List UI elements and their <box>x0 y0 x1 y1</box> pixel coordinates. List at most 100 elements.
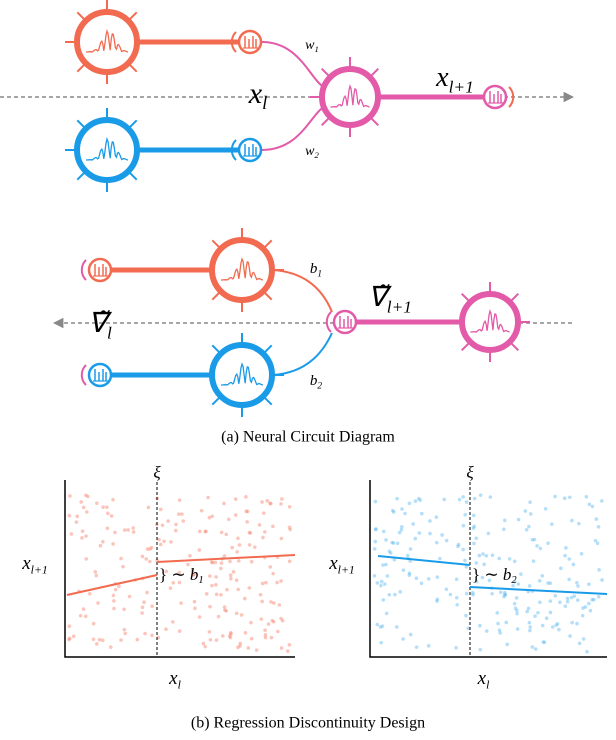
scatter-point <box>94 574 98 578</box>
scatter-point <box>235 550 239 554</box>
scatter-point <box>383 582 387 586</box>
scatter-point <box>408 571 412 575</box>
scatter-point <box>219 593 223 597</box>
scatter-point <box>214 575 218 579</box>
scatter-point <box>264 581 268 585</box>
scatter-point <box>288 643 292 647</box>
scatter-point <box>246 646 250 650</box>
scatter-point <box>597 525 601 529</box>
y-axis-label-sub: l+1 <box>31 563 48 576</box>
scatter-point <box>159 508 163 512</box>
scatter-point <box>288 560 292 564</box>
scatter-point <box>206 496 210 500</box>
scatter-point <box>386 574 390 578</box>
neuron <box>77 12 137 72</box>
scatter-point <box>514 607 518 611</box>
scatter-point <box>171 620 175 624</box>
scatter-point <box>418 531 422 535</box>
scatter-point <box>259 593 263 597</box>
scatter-point <box>585 495 589 499</box>
scatter-point <box>101 540 105 544</box>
scatter-point <box>244 495 248 499</box>
scatter-point <box>112 599 116 603</box>
scatter-point <box>406 554 410 558</box>
scatter-point <box>159 543 163 547</box>
effect-label: } ∼ b2 <box>472 565 517 587</box>
scatter-point <box>221 634 225 638</box>
scatter-point <box>288 505 292 509</box>
scatter-point <box>588 502 592 506</box>
scatter-point <box>112 594 116 598</box>
scatter-point <box>235 612 239 616</box>
scatter-point <box>449 593 453 597</box>
scatter-point <box>400 528 404 532</box>
scatter-point <box>215 638 219 642</box>
effect-label-base: b <box>190 565 199 584</box>
scatter-point <box>270 619 274 623</box>
scatter-point <box>248 531 252 535</box>
scatter-point <box>513 602 517 606</box>
scatter-point <box>485 554 489 558</box>
scatter-point <box>517 518 521 522</box>
scatter-point <box>88 592 92 596</box>
scatter-point <box>140 611 144 615</box>
effect-label-base: b <box>503 565 512 584</box>
scatter-point <box>145 591 149 595</box>
scatter-point <box>198 615 202 619</box>
scatter-point <box>79 500 83 504</box>
scatter-point <box>563 554 567 558</box>
caption-a: (a) Neural Circuit Diagram <box>221 429 395 446</box>
y-axis-label: xl+1 <box>328 553 355 576</box>
scatter-point <box>250 637 254 641</box>
scatter-point <box>438 557 442 561</box>
scatter-point <box>587 582 591 586</box>
scatter-point <box>497 557 501 561</box>
scatter-point <box>531 645 535 649</box>
scatter-point <box>519 572 523 576</box>
scatter-point <box>458 498 462 502</box>
scatter-point <box>245 520 249 524</box>
scatter-point <box>286 649 290 653</box>
scatter-point <box>411 522 415 526</box>
scatter-point <box>463 559 467 563</box>
scatter-point <box>123 632 127 636</box>
scatter-point <box>532 559 536 563</box>
scatter-point <box>513 560 517 564</box>
scatter-point <box>268 565 272 569</box>
scatter-point <box>203 645 207 649</box>
scatter-point <box>538 579 542 583</box>
scatter-point <box>110 514 114 518</box>
activation-label-sub: l+1 <box>449 77 474 96</box>
scatter-point <box>515 612 519 616</box>
scatter-point <box>166 519 170 523</box>
scatter-point <box>436 597 440 601</box>
scatter-point <box>260 600 264 604</box>
scatter-point <box>596 542 600 546</box>
scatter-point <box>415 645 419 649</box>
scatter-point <box>461 548 465 552</box>
scatter-point <box>232 570 236 574</box>
scatter-point <box>112 607 116 611</box>
scatter-point <box>589 609 593 613</box>
fit-line <box>67 575 157 595</box>
effect-label: } ∼ b1 <box>159 565 204 587</box>
scatter-point <box>219 567 223 571</box>
scatter-point <box>528 500 532 504</box>
scatter-point <box>96 601 100 605</box>
scatter-point <box>384 563 388 567</box>
scatter-point <box>208 574 212 578</box>
scatter-point <box>157 538 161 542</box>
activation-label: xl <box>248 77 268 114</box>
scatter-point <box>428 532 432 536</box>
scatter-point <box>529 512 533 516</box>
scatter-point <box>193 607 197 611</box>
scatter-point <box>568 495 572 499</box>
scatter-point <box>84 534 88 538</box>
scatter-point <box>228 560 232 564</box>
scatter-point <box>229 632 233 636</box>
scatter-point <box>249 621 253 625</box>
scatter-point <box>220 561 224 565</box>
scatter-point <box>553 495 557 499</box>
scatter-point <box>198 530 202 534</box>
scatter-point <box>72 635 76 639</box>
